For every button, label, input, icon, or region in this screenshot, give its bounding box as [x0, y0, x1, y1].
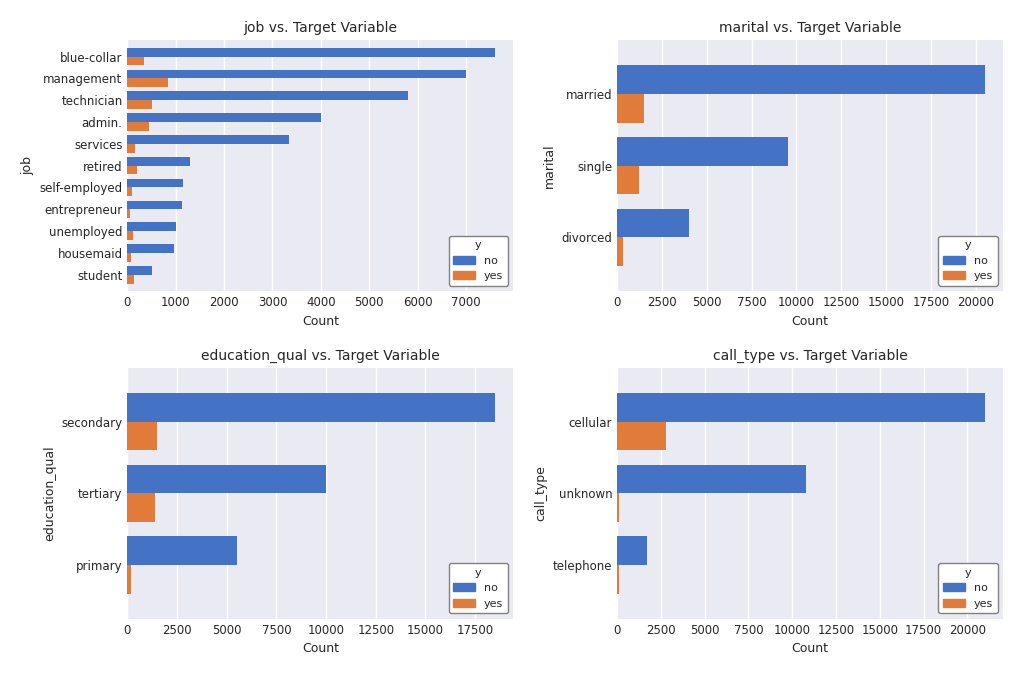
Bar [127, 201, 181, 210]
Bar [127, 135, 290, 144]
Title: education_qual vs. Target Variable: education_qual vs. Target Variable [201, 348, 439, 362]
Bar [127, 48, 495, 57]
Bar [127, 144, 134, 153]
Bar [127, 464, 326, 493]
Bar [617, 237, 623, 266]
Bar [127, 222, 176, 231]
Bar [617, 166, 639, 195]
Bar [127, 231, 133, 240]
Bar [127, 266, 152, 275]
Y-axis label: marital: marital [543, 143, 556, 188]
Title: marital vs. Target Variable: marital vs. Target Variable [719, 21, 901, 35]
Bar [127, 70, 466, 78]
Bar [127, 187, 132, 196]
Bar [617, 493, 618, 522]
Title: call_type vs. Target Variable: call_type vs. Target Variable [713, 348, 907, 362]
Y-axis label: call_type: call_type [535, 465, 547, 521]
X-axis label: Count: Count [302, 642, 339, 655]
Bar [617, 565, 618, 594]
Title: job vs. Target Variable: job vs. Target Variable [244, 21, 397, 35]
Bar [127, 493, 156, 522]
Bar [617, 137, 787, 166]
Y-axis label: job: job [20, 156, 34, 175]
Bar [617, 209, 689, 237]
X-axis label: Count: Count [792, 642, 828, 655]
Bar [617, 94, 644, 122]
Y-axis label: education_qual: education_qual [43, 445, 56, 541]
Legend: no, yes: no, yes [938, 236, 997, 286]
Bar [617, 536, 647, 565]
Bar [127, 393, 495, 422]
Bar [617, 66, 985, 94]
Bar [127, 253, 131, 262]
Bar [127, 565, 131, 594]
Legend: no, yes: no, yes [449, 563, 508, 613]
Bar [127, 100, 152, 109]
Bar [127, 166, 137, 174]
Bar [127, 122, 150, 130]
Bar [127, 275, 134, 283]
Bar [127, 210, 130, 218]
Bar [127, 536, 237, 565]
Bar [127, 114, 321, 122]
Bar [127, 178, 183, 187]
X-axis label: Count: Count [302, 314, 339, 328]
Bar [127, 422, 157, 450]
X-axis label: Count: Count [792, 314, 828, 328]
Bar [617, 393, 985, 422]
Bar [617, 464, 806, 493]
Bar [127, 78, 169, 87]
Bar [617, 422, 667, 450]
Legend: no, yes: no, yes [938, 563, 997, 613]
Legend: no, yes: no, yes [449, 236, 508, 286]
Bar [127, 157, 190, 166]
Bar [127, 244, 174, 253]
Bar [127, 57, 144, 66]
Bar [127, 91, 408, 100]
